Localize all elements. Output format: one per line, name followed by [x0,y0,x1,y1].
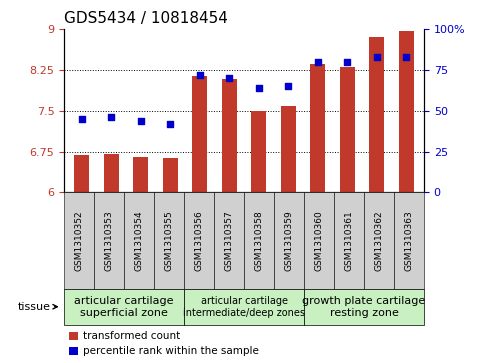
Point [137,118,145,123]
Bar [399,30,414,192]
Point [373,54,381,60]
Point [107,114,115,120]
Text: transformed count: transformed count [83,331,180,341]
Bar [281,106,296,192]
Bar [74,155,89,192]
Point [166,121,174,127]
Text: GSM1310360: GSM1310360 [315,210,323,271]
Bar [104,154,119,192]
Text: GSM1310362: GSM1310362 [375,210,384,271]
Point [78,116,86,122]
Text: GSM1310355: GSM1310355 [165,210,174,271]
Text: tissue: tissue [17,302,50,312]
Text: GSM1310358: GSM1310358 [254,210,264,271]
Text: GSM1310363: GSM1310363 [404,210,414,271]
Bar [311,65,325,192]
Point [314,59,322,65]
Text: GSM1310353: GSM1310353 [105,210,113,271]
Text: GSM1310359: GSM1310359 [284,210,293,271]
Text: growth plate cartilage
resting zone: growth plate cartilage resting zone [302,296,425,318]
Text: percentile rank within the sample: percentile rank within the sample [83,346,259,356]
Text: GSM1310354: GSM1310354 [135,210,143,271]
Text: GSM1310356: GSM1310356 [195,210,204,271]
Point [343,59,351,65]
Text: articular cartilage
superficial zone: articular cartilage superficial zone [74,296,174,318]
Point [196,72,204,78]
Point [255,85,263,91]
Bar [163,158,177,192]
Text: GSM1310357: GSM1310357 [224,210,234,271]
Text: GSM1310352: GSM1310352 [74,210,84,271]
Bar [251,111,266,192]
Text: articular cartilage
intermediate/deep zones: articular cartilage intermediate/deep zo… [183,296,305,318]
Bar [340,67,354,192]
Point [284,83,292,89]
Text: GDS5434 / 10818454: GDS5434 / 10818454 [64,12,228,26]
Bar [222,79,237,192]
Text: GSM1310361: GSM1310361 [345,210,353,271]
Bar [134,157,148,192]
Point [225,75,233,81]
Point [402,54,410,60]
Bar [369,37,384,192]
Bar [192,76,207,192]
